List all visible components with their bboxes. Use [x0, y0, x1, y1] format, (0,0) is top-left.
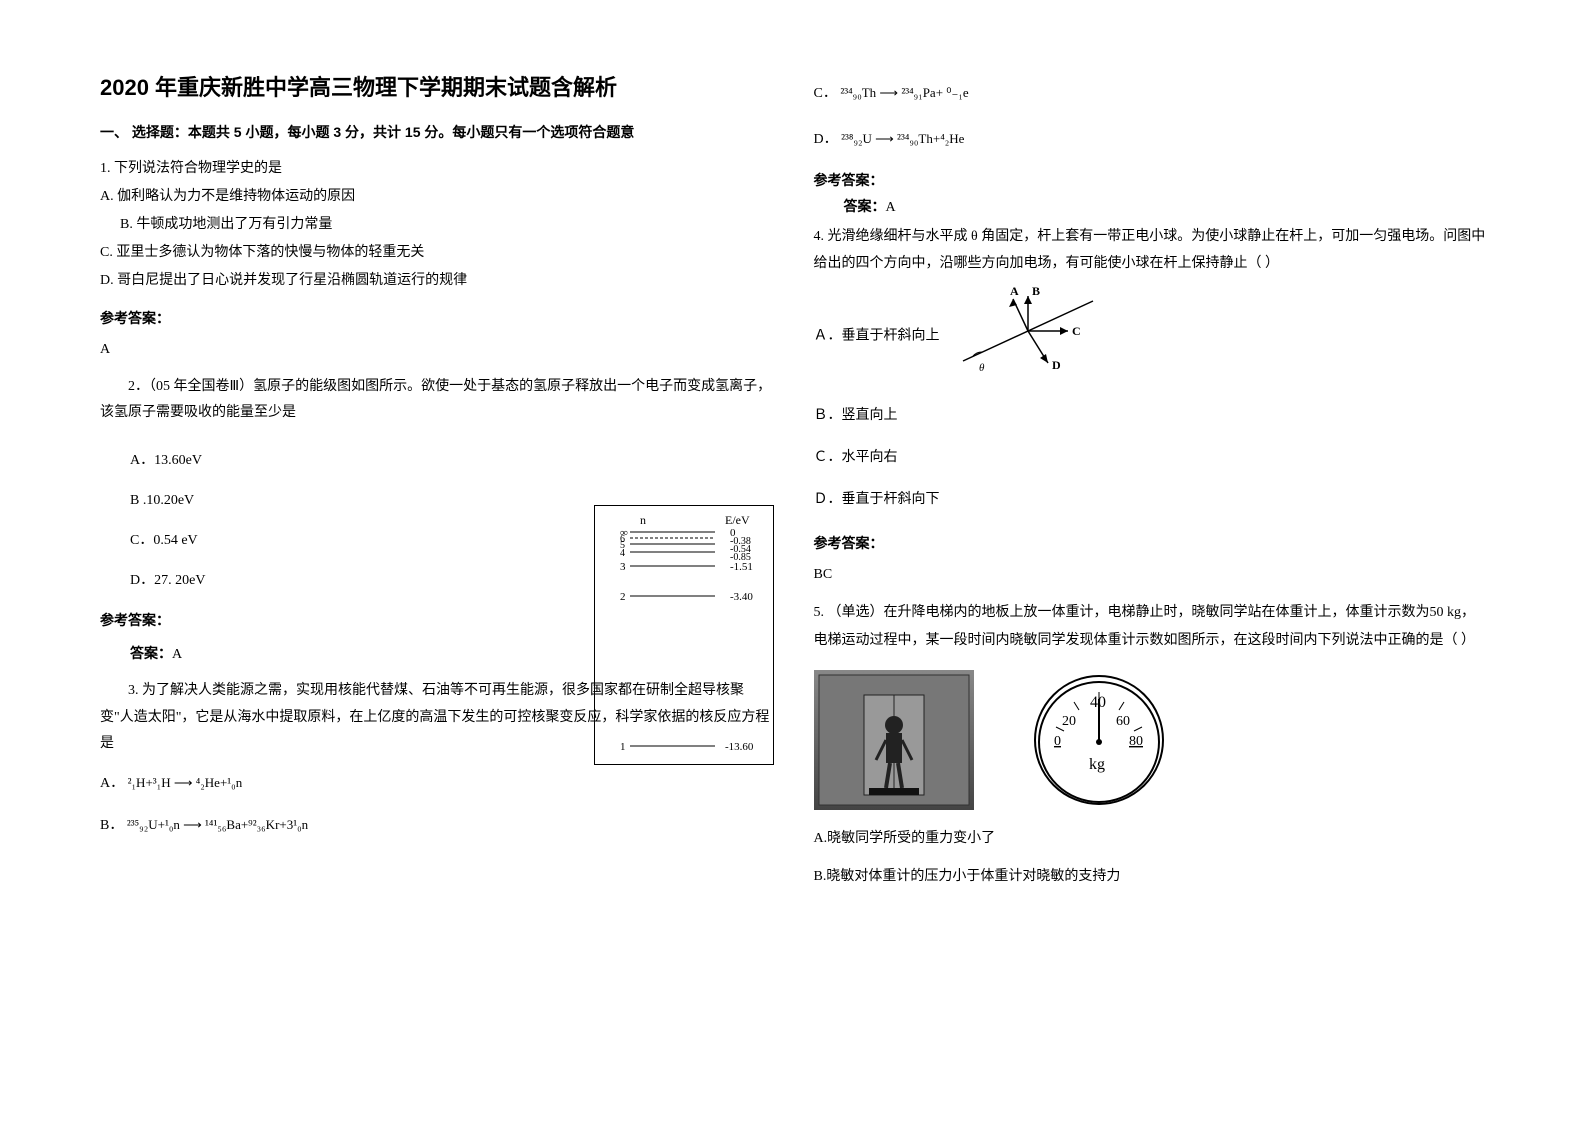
q2-optA: A．13.60eV — [130, 447, 774, 475]
q5-optA: A.晓敏同学所受的重力变小了 — [814, 825, 1488, 853]
question-4: 4. 光滑绝缘细杆与水平成 θ 角固定，杆上套有一带正电小球。为使小球静止在杆上… — [814, 224, 1488, 589]
svg-text:2: 2 — [620, 591, 626, 603]
energy-level-diagram: n E/eV ∞ 0 6 -0.38 5 -0.54 4 -0.85 3 -1.… — [594, 505, 774, 765]
scale-unit: kg — [1089, 756, 1105, 773]
q3-formulaB: ²³⁵₉₂U+¹₀n ⟶ ¹⁴¹₅₆Ba+⁹²₃₆Kr+3¹₀n — [127, 817, 308, 832]
svg-text:-3.40: -3.40 — [730, 591, 753, 603]
svg-text:B: B — [1032, 284, 1040, 298]
q4-diagram: A B C D θ — [953, 281, 1103, 392]
q2-answer: A — [172, 647, 182, 662]
q5-text: 5. （单选）在升降电梯内的地板上放一体重计，电梯静止时，晓敏同学站在体重计上，… — [814, 599, 1488, 655]
diagram-e-label: E/eV — [725, 513, 750, 527]
q5-images: 20 40 60 0 80 kg — [814, 670, 1488, 810]
q2-answer-prefix: 答案： — [130, 645, 172, 661]
diagram-n-label: n — [640, 513, 646, 527]
q3-optD-row: D． ²³⁸₉₂U ⟶ ²³⁴₉₀Th+⁴₂He — [814, 126, 1488, 154]
svg-text:-13.60: -13.60 — [725, 741, 754, 753]
q3-formulaD: ²³⁸₉₂U ⟶ ²³⁴₉₀Th+⁴₂He — [841, 131, 964, 146]
q1-optB: B. 牛顿成功地测出了万有引力常量 — [120, 211, 774, 239]
scale-60: 60 — [1116, 714, 1130, 729]
q1-answer-label: 参考答案： — [100, 305, 774, 332]
svg-text:D: D — [1052, 358, 1061, 372]
svg-text:3: 3 — [620, 561, 626, 573]
q1-optC: C. 亚里士多德认为物体下落的快慢与物体的轻重无关 — [100, 239, 774, 267]
svg-text:C: C — [1072, 324, 1081, 338]
q3-optC-row: C． ²³⁴₉₀Th ⟶ ²³⁴₉₁Pa+ ⁰₋₁e — [814, 80, 1488, 108]
q1-optA: A. 伽利略认为力不是维持物体运动的原因 — [100, 183, 774, 211]
q3-answer: A — [886, 200, 896, 215]
scale-80: 80 — [1129, 734, 1143, 749]
scale-0: 0 — [1054, 734, 1061, 749]
q2-text: 2．（05 年全国卷Ⅲ）氢原子的能级图如图所示。欲使一处于基态的氢原子释放出一个… — [100, 374, 774, 427]
section-header: 一、 选择题：本题共 5 小题，每小题 3 分，共计 15 分。每小题只有一个选… — [100, 122, 774, 142]
q4-optA: Ａ．垂直于杆斜向上 — [814, 329, 940, 344]
q3-answer-prefix: 答案： — [844, 198, 886, 214]
svg-text:4: 4 — [620, 548, 625, 559]
q3-optB-row: B． ²³⁵₉₂U+¹₀n ⟶ ¹⁴¹₅₆Ba+⁹²₃₆Kr+3¹₀n — [100, 812, 774, 840]
q4-optB: Ｂ．竖直向上 — [814, 402, 1488, 430]
q3-answer-label: 参考答案： — [814, 170, 1488, 190]
q4-answer: BC — [814, 562, 1488, 589]
q1-answer: A — [100, 337, 774, 364]
svg-text:A: A — [1010, 284, 1019, 298]
q3-optA-row: A． ²₁H+³₁H ⟶ ⁴₂He+¹₀n — [100, 770, 774, 798]
q3-optC-label: C． — [814, 86, 837, 101]
q5-optB: B.晓敏对体重计的压力小于体重计对晓敏的支持力 — [814, 863, 1488, 891]
q4-optC: Ｃ．水平向右 — [814, 444, 1488, 472]
svg-text:1: 1 — [620, 741, 626, 753]
elevator-image — [814, 670, 974, 810]
q4-answer-label: 参考答案： — [814, 530, 1488, 557]
svg-text:θ: θ — [979, 362, 985, 374]
page-title: 2020 年重庆新胜中学高三物理下学期期末试题含解析 — [100, 70, 774, 102]
svg-text:-1.51: -1.51 — [730, 561, 753, 573]
q3-optA-label: A． — [100, 776, 124, 791]
q3-formulaC: ²³⁴₉₀Th ⟶ ²³⁴₉₁Pa+ ⁰₋₁e — [840, 85, 968, 100]
energy-diagram-svg: n E/eV ∞ 0 6 -0.38 5 -0.54 4 -0.85 3 -1.… — [595, 506, 773, 764]
left-column: 2020 年重庆新胜中学高三物理下学期期末试题含解析 一、 选择题：本题共 5 … — [100, 70, 774, 901]
q3-optB-label: B． — [100, 818, 123, 833]
q4-optD: Ｄ．垂直于杆斜向下 — [814, 486, 1488, 514]
scale-image: 20 40 60 0 80 kg — [1034, 675, 1164, 805]
q1-optD: D. 哥白尼提出了日心说并发现了行星沿椭圆轨道运行的规律 — [100, 267, 774, 295]
q4-text: 4. 光滑绝缘细杆与水平成 θ 角固定，杆上套有一带正电小球。为使小球静止在杆上… — [814, 224, 1488, 277]
q3-optD-label: D． — [814, 132, 838, 147]
q1-text: 1. 下列说法符合物理学史的是 — [100, 156, 774, 183]
question-5: 5. （单选）在升降电梯内的地板上放一体重计，电梯静止时，晓敏同学站在体重计上，… — [814, 599, 1488, 891]
right-column: C． ²³⁴₉₀Th ⟶ ²³⁴₉₁Pa+ ⁰₋₁e D． ²³⁸₉₂U ⟶ ²… — [814, 70, 1488, 901]
q3-formulaA: ²₁H+³₁H ⟶ ⁴₂He+¹₀n — [128, 775, 243, 790]
scale-20: 20 — [1062, 714, 1076, 729]
question-1: 1. 下列说法符合物理学史的是 A. 伽利略认为力不是维持物体运动的原因 B. … — [100, 156, 774, 364]
